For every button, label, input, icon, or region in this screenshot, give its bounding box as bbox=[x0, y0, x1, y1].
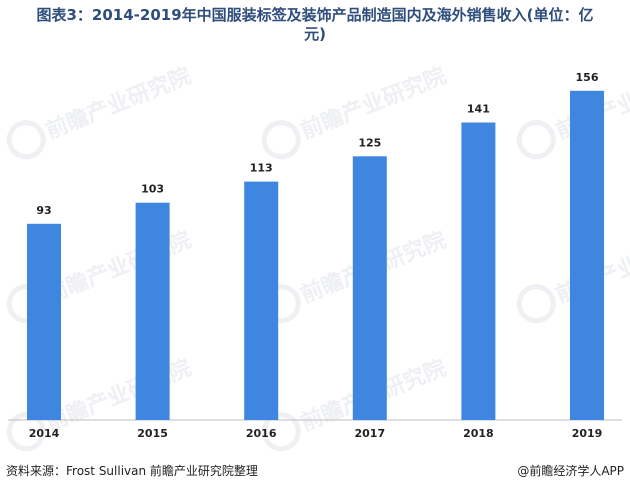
x-tick-label-2017: 2017 bbox=[354, 427, 385, 440]
value-label-2019: 156 bbox=[576, 71, 599, 84]
watermark-logo: 前瞻产业研究院 bbox=[6, 63, 195, 160]
value-label-2016: 113 bbox=[250, 162, 273, 175]
value-labels-group: 93 103 113 125 141 156 bbox=[36, 71, 598, 217]
app-credit: @前瞻经济学人APP bbox=[517, 464, 624, 478]
value-label-2018: 141 bbox=[467, 103, 490, 116]
value-label-2015: 103 bbox=[141, 183, 164, 196]
x-tick-label-2015: 2015 bbox=[137, 427, 168, 440]
value-label-2014: 93 bbox=[36, 204, 51, 217]
x-tick-label-2018: 2018 bbox=[463, 427, 494, 440]
chart-title-line-2: 元) bbox=[304, 25, 326, 43]
chart-title: 图表3：2014-2019年中国服装标签及装饰产品制造国内及海外销售收入(单位：… bbox=[0, 6, 630, 44]
watermark-logo: 前瞻产业研究院 bbox=[261, 63, 450, 160]
bar-2019 bbox=[570, 90, 604, 421]
bars-group bbox=[27, 90, 604, 421]
x-tick-label-2014: 2014 bbox=[29, 427, 60, 440]
bar-2017 bbox=[352, 156, 387, 421]
bar-2014 bbox=[27, 223, 61, 420]
x-tick-labels-group: 2014 2015 2016 2017 2018 2019 bbox=[29, 427, 603, 440]
svg-text:前瞻产业研究院: 前瞻产业研究院 bbox=[42, 355, 195, 437]
svg-text:前瞻产业研究院: 前瞻产业研究院 bbox=[42, 63, 195, 145]
bar-2015 bbox=[135, 202, 170, 420]
source-note: 资料来源：Frost Sullivan 前瞻产业研究院整理 bbox=[6, 464, 258, 478]
chart-title-line-1: 图表3：2014-2019年中国服装标签及装饰产品制造国内及海外销售收入(单位：… bbox=[36, 6, 594, 24]
footer: 资料来源：Frost Sullivan 前瞻产业研究院整理 @前瞻经济学人APP bbox=[6, 462, 624, 480]
bar-2018 bbox=[461, 122, 496, 420]
bar-2016 bbox=[244, 181, 279, 420]
x-tick-label-2019: 2019 bbox=[572, 427, 603, 440]
value-label-2017: 125 bbox=[358, 136, 381, 149]
svg-text:前瞻产业研究院: 前瞻产业研究院 bbox=[297, 63, 450, 145]
x-tick-label-2016: 2016 bbox=[246, 427, 277, 440]
watermark-layer: 前瞻产业研究院前瞻产业研究院前瞻产业研究院前瞻产业研究院前瞻产业研究院前瞻产业研… bbox=[6, 63, 630, 452]
svg-text:前瞻产业研究院: 前瞻产业研究院 bbox=[42, 227, 195, 309]
